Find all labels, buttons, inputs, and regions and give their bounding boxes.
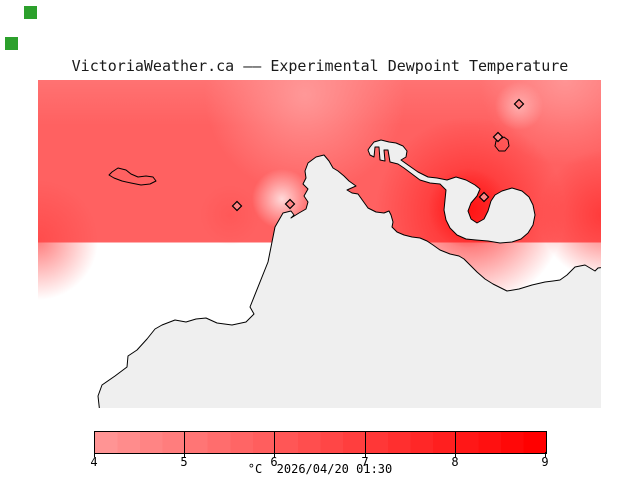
mainland-coastline [97, 154, 601, 408]
colorbar-tick-line [365, 431, 366, 454]
colorbar-tick-stub [94, 452, 95, 457]
colorbar-gradient [94, 431, 547, 454]
islands-coastline [367, 139, 536, 244]
page-title: VictoriaWeather.ca –– Experimental Dewpo… [71, 57, 569, 75]
colorbar-tick-label: 8 [451, 455, 459, 469]
station-diamond-marker [492, 131, 504, 143]
station-diamond-marker [284, 198, 296, 210]
colorbar-tick-stub [545, 452, 546, 457]
colorbar-tick-line [184, 431, 185, 454]
colorbar-tick-stub [455, 452, 456, 457]
colorbar-tick-label: 5 [180, 455, 188, 469]
station-diamond-marker [513, 98, 525, 110]
colorbar-caption: °C 2026/04/20 01:30 [0, 462, 640, 476]
colorbar-tick-line [274, 431, 275, 454]
colorbar-tick-label: 9 [541, 455, 549, 469]
timestamp-label: 2026/04/20 01:30 [276, 462, 393, 476]
station-diamond-marker [478, 191, 490, 203]
green-square-marker-2 [5, 37, 18, 50]
colorbar-tick-stub [274, 452, 275, 457]
colorbar-tick-label: 6 [270, 455, 278, 469]
colorbar-tick-label: 4 [90, 455, 98, 469]
island-contour-west [108, 167, 157, 186]
colorbar-tick-stub [184, 452, 185, 457]
colorbar-tick-label: 7 [361, 455, 369, 469]
green-square-marker-1 [24, 6, 37, 19]
islet-contour-east [494, 136, 510, 152]
colorbar-tick-stub [365, 452, 366, 457]
station-markers [231, 98, 525, 212]
units-label: °C [247, 462, 263, 476]
station-diamond-marker [231, 200, 243, 212]
colorbar-tick-line [455, 431, 456, 454]
